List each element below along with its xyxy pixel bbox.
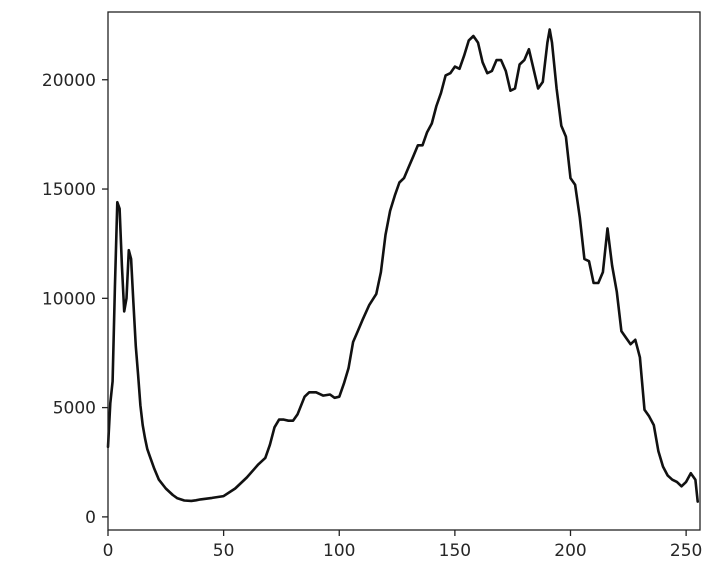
y-tick-label: 5000 bbox=[53, 399, 96, 419]
tick-labels: 0 50 100 150 200 250 0 5000 10000 15000 20000 bbox=[42, 71, 702, 561]
y-tick-label: 0 bbox=[85, 508, 96, 528]
x-tick-label: 0 bbox=[103, 541, 114, 561]
plot-frame bbox=[107, 11, 701, 531]
y-tick-label: 15000 bbox=[42, 180, 96, 200]
series-line bbox=[106, 28, 699, 503]
y-tick-label: 10000 bbox=[42, 289, 96, 309]
axis-ticks bbox=[102, 79, 687, 536]
x-tick-label: 100 bbox=[323, 541, 355, 561]
x-tick-label: 50 bbox=[213, 541, 235, 561]
y-tick-label: 20000 bbox=[42, 71, 96, 91]
x-tick-label: 250 bbox=[670, 541, 702, 561]
x-tick-label: 150 bbox=[439, 541, 471, 561]
x-tick-label: 200 bbox=[554, 541, 586, 561]
